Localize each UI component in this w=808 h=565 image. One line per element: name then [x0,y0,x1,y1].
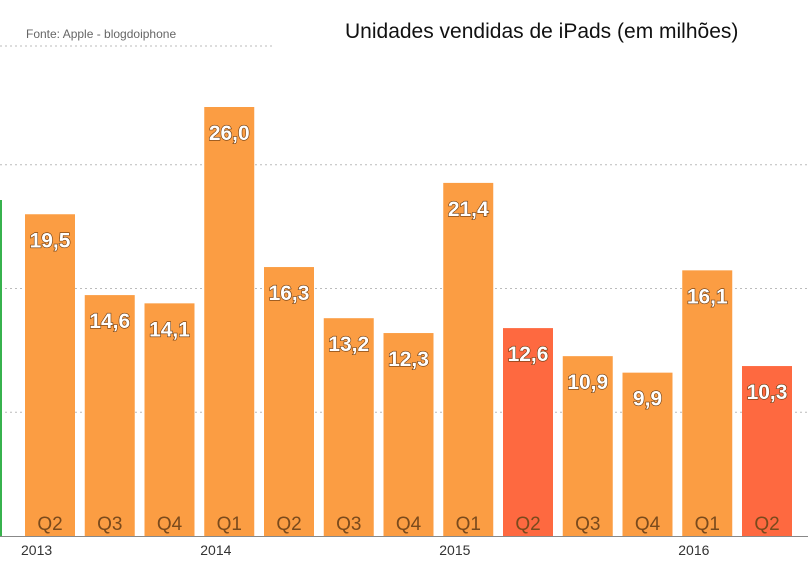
bar-13 [742,366,792,536]
bar-value-label: 16,1 [687,285,728,308]
bar-4 [204,107,255,536]
bar-7 [383,333,434,536]
bar-2 [84,295,135,536]
bar-quarter-label: Q4 [396,514,422,535]
year-labels: 2013 2014 2015 2016 [21,542,710,558]
bar-quarter-label: Q1 [217,514,242,535]
bar-quarter-label: Q4 [157,514,183,535]
bar-quarter-label: Q1 [456,514,481,535]
bar-quarter-label: Q2 [515,514,540,535]
bar-12 [682,270,733,536]
year-label-2016: 2016 [678,542,709,558]
bar-1 [25,214,75,536]
bar-value-label: 10,9 [567,371,608,394]
bar-value-label: 19,5 [30,229,71,252]
year-label-2015: 2015 [439,542,470,558]
bar-quarter-label: Q3 [97,514,122,535]
bar-value-label: 14,1 [149,318,190,341]
bar-value-label: 9,9 [633,388,662,411]
bars: 19,5 Q2 14,6 Q3 14,1 Q4 26,0 Q1 16,3 Q2 13,2 Q3 12,3… [25,107,792,536]
year-label-2013: 2013 [21,542,52,558]
bar-value-label: 26,0 [209,122,250,145]
bar-value-label: 12,6 [508,343,549,366]
chart-title: Unidades vendidas de iPads (em milhões) [345,20,738,43]
bar-quarter-label: Q1 [695,514,720,535]
bar-quarter-label: Q2 [37,514,62,535]
gridlines [0,45,808,413]
bar-quarter-label: Q4 [635,514,661,535]
source-note: Fonte: Apple - blogdoiphone [26,27,176,41]
bar-3 [144,303,195,536]
bar-quarter-label: Q3 [575,514,600,535]
bar-quarter-label: Q2 [754,514,779,535]
bar-value-label: 16,3 [269,282,310,305]
bar-quarter-label: Q3 [336,514,361,535]
bar-value-label: 12,3 [388,348,429,371]
bar-11 [622,372,673,536]
bar-9 [503,328,553,536]
bar-value-label: 14,6 [89,310,130,333]
bar-quarter-label: Q2 [276,514,301,535]
bar-5 [264,267,314,536]
bar-8 [443,182,494,536]
bar-value-label: 13,2 [328,333,369,356]
year-label-2014: 2014 [200,542,231,558]
bar-value-label: 21,4 [448,198,489,221]
bar-value-label: 10,3 [747,381,788,404]
bar-6 [323,318,374,536]
bar-10 [562,356,613,536]
